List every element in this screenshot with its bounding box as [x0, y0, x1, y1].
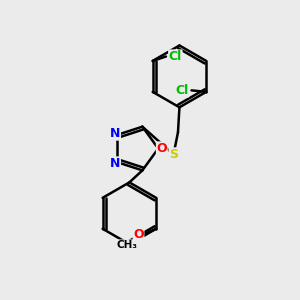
Text: Cl: Cl	[169, 50, 182, 63]
Text: N: N	[110, 157, 120, 170]
Text: S: S	[169, 148, 178, 161]
Text: O: O	[133, 228, 144, 241]
Text: Cl: Cl	[176, 84, 189, 97]
Text: O: O	[157, 142, 167, 155]
Text: CH₃: CH₃	[117, 240, 138, 250]
Text: N: N	[110, 127, 120, 140]
